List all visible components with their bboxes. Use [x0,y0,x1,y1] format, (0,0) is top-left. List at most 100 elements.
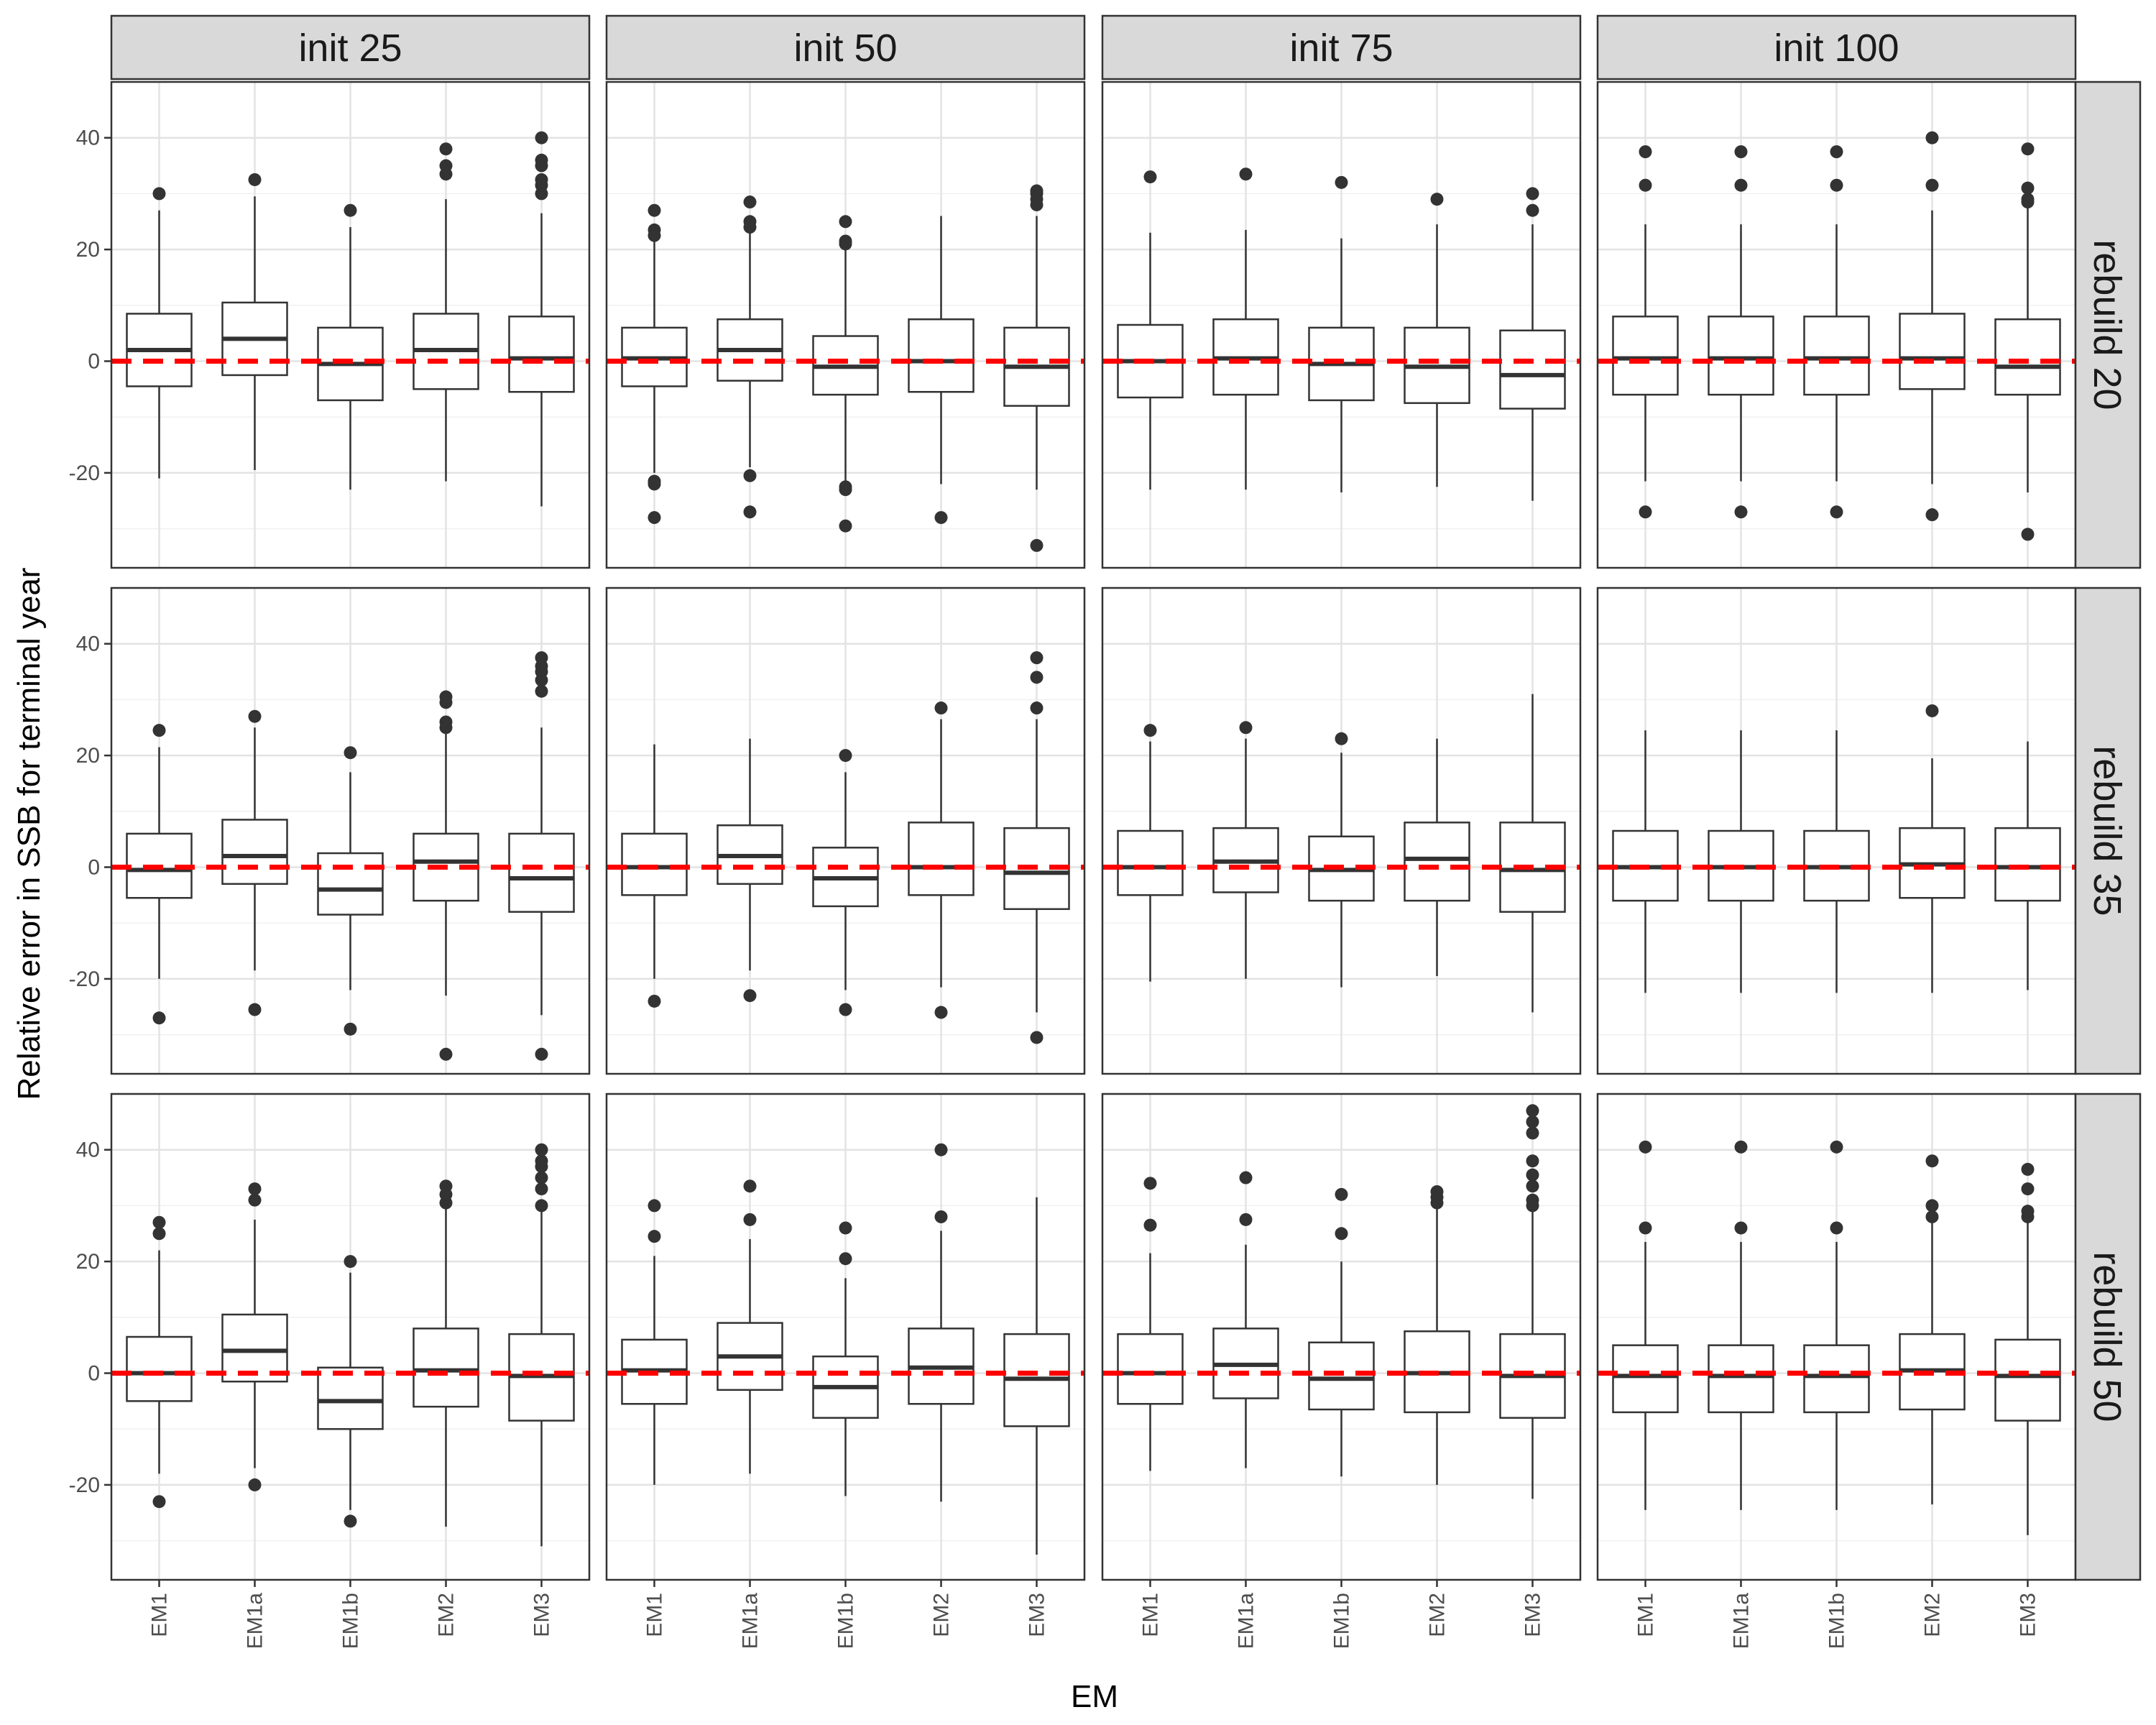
outlier-point [1830,505,1843,519]
strip-background [2074,80,2142,569]
boxplot-EM1b [1308,1187,1375,1477]
outlier-point [344,1022,357,1036]
outlier-point [152,1495,166,1509]
boxplot-EM1b [812,1221,879,1496]
boxplot-EM2 [1899,704,1966,993]
x-tick-label: EM1a [1730,1593,1754,1650]
outlier-point [1143,170,1157,184]
box [908,822,975,896]
x-tick-label: EM3 [2017,1593,2040,1637]
box [1708,1344,1774,1414]
outlier-point [1335,1227,1348,1241]
outlier-point [743,505,757,519]
box [221,819,288,886]
boxplot-EM1b [1803,145,1870,519]
outlier-point [839,215,852,229]
outlier-point [648,223,661,236]
outlier-point [1639,178,1652,192]
strip-background [1596,14,2077,80]
panel-border [110,586,591,1075]
panel-border [605,80,1086,569]
boxplot-EM3 [1994,1162,2061,1535]
outlier-point [439,715,453,729]
outlier-point [1430,1184,1444,1198]
x-tick-label: EM1 [643,1593,667,1637]
outlier-point [1830,1221,1843,1235]
outlier-point [1030,184,1044,198]
panel-border [1101,80,1582,569]
x-tick-label: EM1a [244,1593,267,1650]
column-strip-label: init 75 [1289,27,1393,70]
outlier-point [934,702,948,715]
outlier-point [535,1143,548,1156]
boxplot-EM3 [1499,187,1566,501]
outlier-point [839,480,852,494]
facet-panels [110,80,2077,1581]
box [1994,318,2061,396]
outlier-point [248,172,262,186]
boxplot-EM1b [317,746,384,1036]
outlier-point [1526,1126,1539,1140]
facet-panel [110,1092,591,1581]
outlier-point [535,153,548,167]
outlier-point [1143,724,1157,737]
boxplot-EM2 [413,1179,479,1527]
box [1994,1338,2061,1422]
outlier-point [152,724,166,737]
x-tick-label: EM3 [1521,1593,1545,1637]
row-strip: rebuild 35 [2074,586,2142,1075]
outlier-point [248,1182,262,1196]
boxplot-EM2 [908,1143,975,1502]
outlier-point [439,1047,453,1061]
column-strip: init 50 [605,14,1086,80]
box [1899,313,1966,390]
strip-background [110,14,591,80]
x-tick-label: EM3 [530,1593,554,1637]
outlier-point [152,1011,166,1025]
outlier-point [1143,1218,1157,1232]
outlier-point [1639,1140,1652,1154]
boxplot-EM3 [1994,741,2061,990]
outlier-point [743,196,757,209]
panel-border [605,586,1086,1075]
x-tick-label: EM2 [1426,1593,1450,1637]
boxplot-EM3 [508,1143,575,1547]
box [1308,1341,1375,1411]
row-strip: rebuild 20 [2074,80,2142,569]
outlier-point [535,651,548,665]
outlier-point [248,1193,262,1207]
outlier-point [2021,181,2035,195]
x-tick-label: EM2 [930,1593,954,1637]
x-tick-label: EM1 [1634,1593,1658,1637]
boxplot-EM1 [621,203,688,525]
boxplot-EM2 [1899,131,1966,522]
boxplot-EM2 [1404,738,1470,977]
outlier-point [1030,702,1044,715]
facet-panel [605,1092,1086,1581]
row-strip-label: rebuild 35 [2086,745,2129,916]
outlier-point [1830,178,1843,192]
column-strip-label: init 50 [793,27,897,70]
y-tick-label: 0 [88,1362,100,1386]
outlier-point [2021,1205,2035,1218]
box [1708,316,1774,396]
outlier-point [1239,1171,1253,1184]
x-tick-label: EM1b [834,1593,858,1649]
column-strip: init 75 [1101,14,1582,80]
boxplot-EM1a [221,709,288,1016]
outlier-point [743,215,757,229]
y-tick-label: 40 [76,1138,100,1162]
outlier-point [1734,505,1748,519]
box [1612,1344,1679,1414]
outlier-point [839,519,852,533]
outlier-point [2021,1162,2035,1176]
box [1117,829,1184,896]
outlier-point [439,1179,453,1193]
box [317,852,384,916]
boxplot-EM3 [1003,1197,1070,1555]
box [1499,329,1566,410]
outlier-point [248,709,262,723]
outlier-point [535,1171,548,1184]
facet-panel [1101,1092,1582,1581]
